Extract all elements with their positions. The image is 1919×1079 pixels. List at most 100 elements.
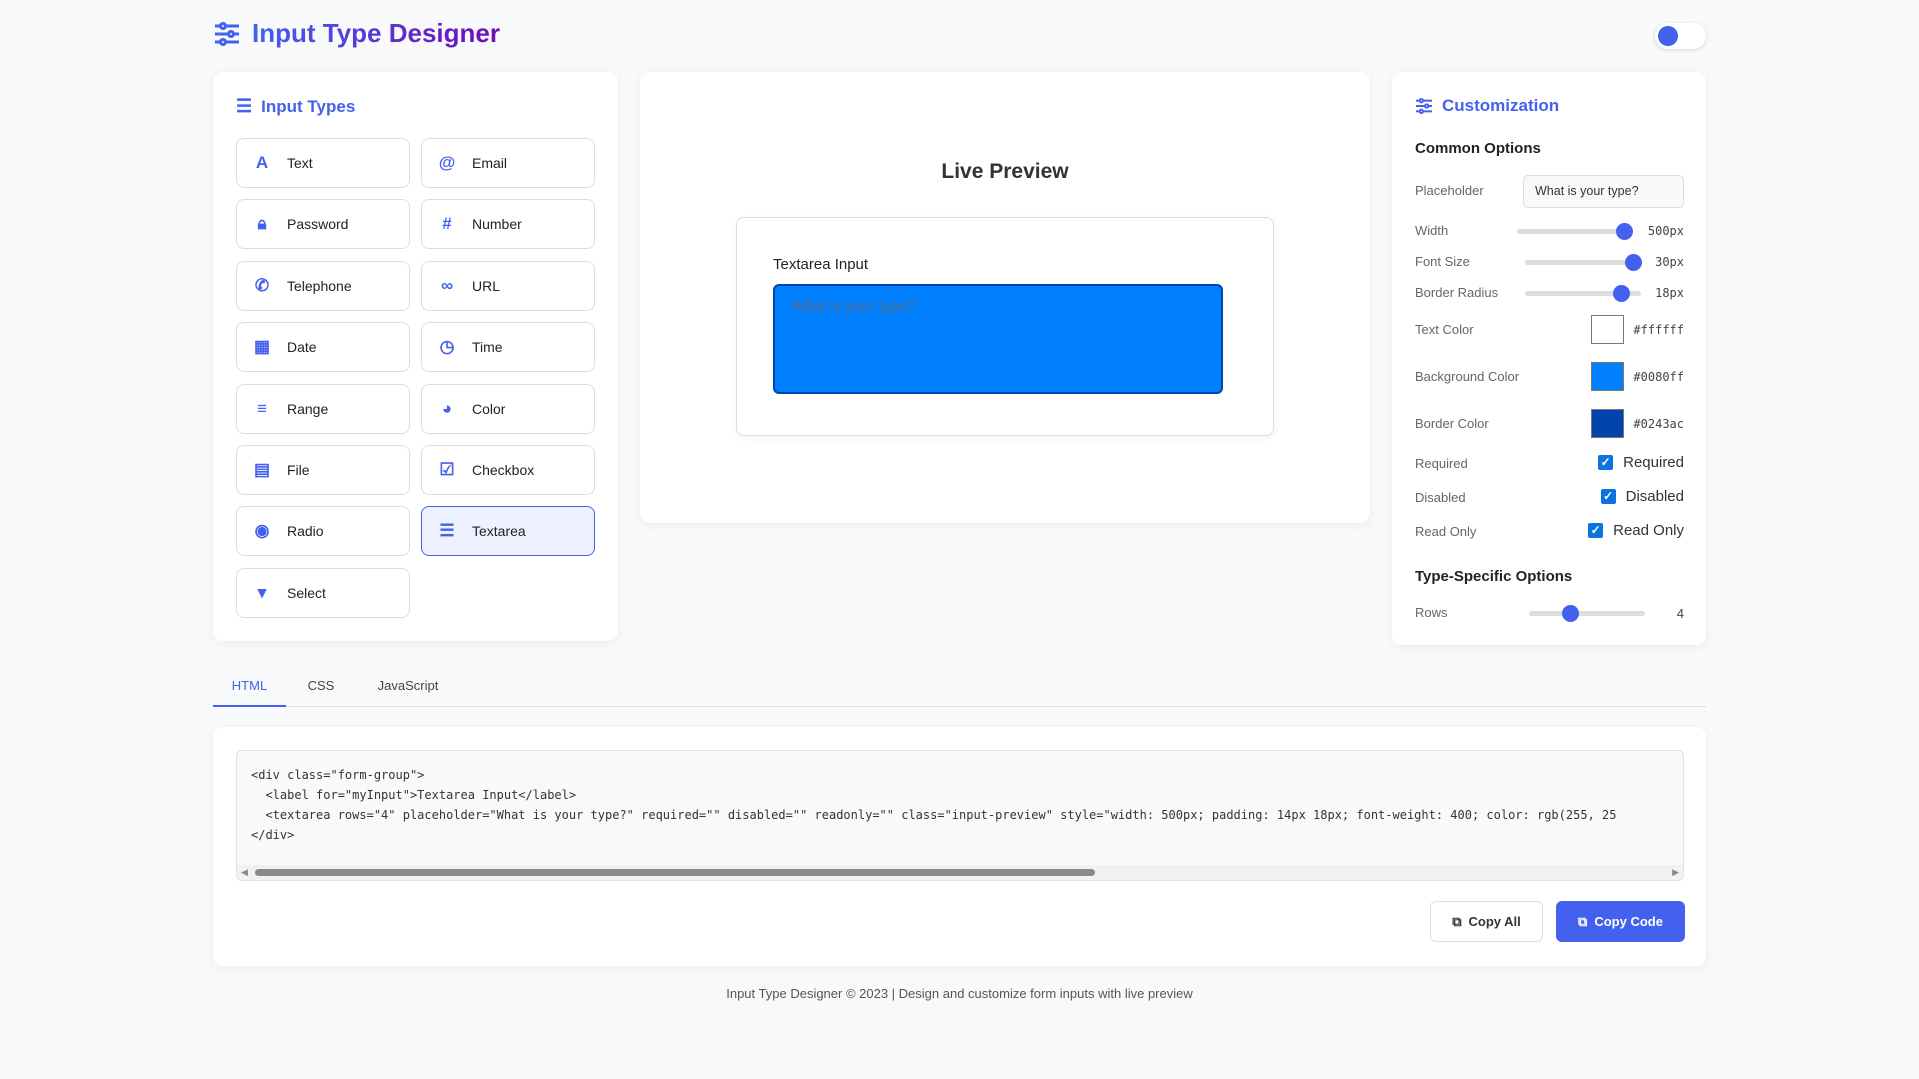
input-type-checkbox[interactable]: ☑ Checkbox	[421, 445, 595, 495]
tab-javascript[interactable]: JavaScript	[377, 678, 439, 693]
input-types-panel: ☰ Input Types A Text @ Email 🔒︎ Password # Numb…	[213, 72, 618, 641]
border-radius-slider[interactable]	[1525, 285, 1641, 302]
copy-icon: ⧉	[1578, 913, 1588, 929]
code-line: <div class="form-group">	[251, 768, 425, 782]
input-type-label: File	[287, 462, 310, 478]
text-color-label: Text Color	[1415, 322, 1474, 337]
input-type-password[interactable]: 🔒︎ Password	[236, 199, 410, 250]
preview-label: Textarea Input	[773, 256, 869, 273]
width-label: Width	[1415, 223, 1449, 238]
placeholder-input[interactable]: What is your type?	[1523, 175, 1684, 208]
calendar-icon: ▦	[253, 337, 271, 357]
input-type-label: Password	[287, 216, 349, 233]
input-type-label: Radio	[287, 523, 324, 540]
input-type-label: Select	[287, 584, 326, 601]
input-type-time[interactable]: ◷ Time	[421, 322, 595, 373]
horizontal-scrollbar[interactable]: ◀ ▶	[237, 865, 1683, 880]
code-text: <div class="form-group"> <label for="myI…	[251, 765, 1616, 845]
code-line: <textarea rows="4" placeholder="What is …	[251, 808, 1617, 822]
tab-html[interactable]: HTML	[213, 678, 286, 707]
font-size-slider[interactable]	[1525, 254, 1642, 271]
code-line: <label for="myInput">Textarea Input</lab…	[251, 788, 577, 802]
footer: Input Type Designer © 2023 | Design and …	[726, 986, 1193, 1001]
input-type-color[interactable]: ◕ Color	[421, 383, 595, 434]
code-block: <div class="form-group"> <label for="myI…	[236, 750, 1684, 881]
copy-all-button[interactable]: ⧉ Copy All	[1430, 901, 1543, 942]
copy-all-label: Copy All	[1468, 914, 1521, 929]
input-type-file[interactable]: ▤ File	[236, 445, 410, 495]
border-color-label: Border Color	[1415, 416, 1489, 431]
scroll-left-icon[interactable]: ◀	[241, 867, 248, 877]
preview-textarea[interactable]: What is your type?	[773, 284, 1223, 394]
tab-css[interactable]: CSS	[307, 678, 335, 693]
caret-down-icon: ▾	[257, 582, 267, 602]
check-square-icon: ☑	[439, 460, 455, 479]
heading-text: Customization	[1442, 96, 1560, 115]
input-type-select[interactable]: ▾ Select	[236, 567, 410, 618]
copy-code-button[interactable]: ⧉ Copy Code	[1556, 901, 1685, 942]
input-type-label: Text	[287, 155, 313, 171]
heading-text: Input Types	[261, 96, 356, 116]
preview-heading: Live Preview	[941, 160, 1069, 183]
copy-icon: ⧉	[1452, 913, 1462, 929]
slider-thumb[interactable]	[1624, 254, 1642, 271]
readonly-label: Read Only	[1415, 524, 1477, 539]
slider-thumb[interactable]	[1561, 605, 1579, 622]
link-icon: ∞	[440, 275, 454, 295]
input-type-number[interactable]: # Number	[421, 199, 595, 250]
font-size-label: Font Size	[1415, 254, 1470, 269]
readonly-checkbox[interactable]: ✓ Read Only	[1588, 522, 1684, 539]
app-title: Input Type Designer	[214, 18, 500, 49]
input-type-radio[interactable]: ◉ Radio	[236, 506, 410, 557]
input-type-range[interactable]: ≡ Range	[236, 383, 410, 434]
input-type-label: Checkbox	[472, 462, 535, 478]
input-type-url[interactable]: ∞ URL	[421, 260, 595, 311]
file-upload-icon: ▤	[253, 460, 271, 479]
border-color-swatch[interactable]	[1591, 409, 1624, 438]
input-type-telephone[interactable]: ✆ Telephone	[236, 260, 410, 311]
text-color-swatch[interactable]	[1591, 315, 1624, 344]
disabled-checkbox[interactable]: ✓ Disabled	[1600, 488, 1684, 505]
code-line: </div>	[251, 828, 295, 842]
app-title-text: Input Type Designer	[252, 18, 500, 48]
input-type-date[interactable]: ▦ Date	[236, 322, 410, 373]
rows-slider[interactable]	[1529, 605, 1645, 622]
rows-label: Rows	[1415, 605, 1448, 620]
at-icon: @	[438, 153, 456, 172]
preview-card: Textarea Input What is your type?	[736, 217, 1274, 436]
slider-thumb[interactable]	[1615, 223, 1633, 240]
check-icon: ✓	[1598, 455, 1614, 470]
border-radius-value: 18px	[1655, 286, 1684, 300]
placeholder-label: Placeholder	[1415, 183, 1484, 198]
input-type-textarea[interactable]: ☰ Textarea	[421, 506, 595, 557]
input-type-text[interactable]: A Text	[236, 138, 410, 188]
bg-color-swatch[interactable]	[1591, 362, 1624, 391]
dot-circle-icon: ◉	[254, 521, 270, 541]
bg-color-label: Background Color	[1415, 369, 1520, 384]
input-type-label: URL	[472, 277, 501, 294]
input-type-label: Time	[472, 339, 503, 356]
check-icon: ✓	[1600, 489, 1616, 504]
type-specific-heading: Type-Specific Options	[1415, 568, 1573, 585]
theme-toggle[interactable]	[1655, 23, 1706, 49]
scrollbar-thumb[interactable]	[255, 869, 1095, 876]
input-type-label: Range	[287, 400, 329, 417]
lock-icon: 🔒︎	[257, 214, 267, 234]
input-type-email[interactable]: @ Email	[421, 138, 595, 188]
phone-icon: ✆	[254, 275, 270, 295]
sliders-icon: ≡	[257, 398, 267, 418]
check-icon: ✓	[1588, 523, 1604, 538]
scroll-right-icon[interactable]: ▶	[1672, 867, 1679, 877]
font-size-value: 30px	[1655, 255, 1684, 269]
palette-icon: ◕	[441, 398, 453, 418]
input-type-label: Textarea	[472, 523, 526, 540]
bg-color-value: #0080ff	[1633, 370, 1684, 384]
width-slider[interactable]	[1517, 223, 1633, 240]
copy-code-label: Copy Code	[1594, 914, 1663, 929]
customization-panel: Customization Common Options Placeholder…	[1392, 72, 1706, 645]
slider-thumb[interactable]	[1613, 285, 1631, 302]
border-color-value: #0243ac	[1633, 417, 1684, 431]
preview-panel: Live Preview Textarea Input What is your…	[640, 72, 1370, 523]
required-checkbox[interactable]: ✓ Required	[1598, 454, 1684, 471]
rows-value: 4	[1676, 606, 1684, 621]
